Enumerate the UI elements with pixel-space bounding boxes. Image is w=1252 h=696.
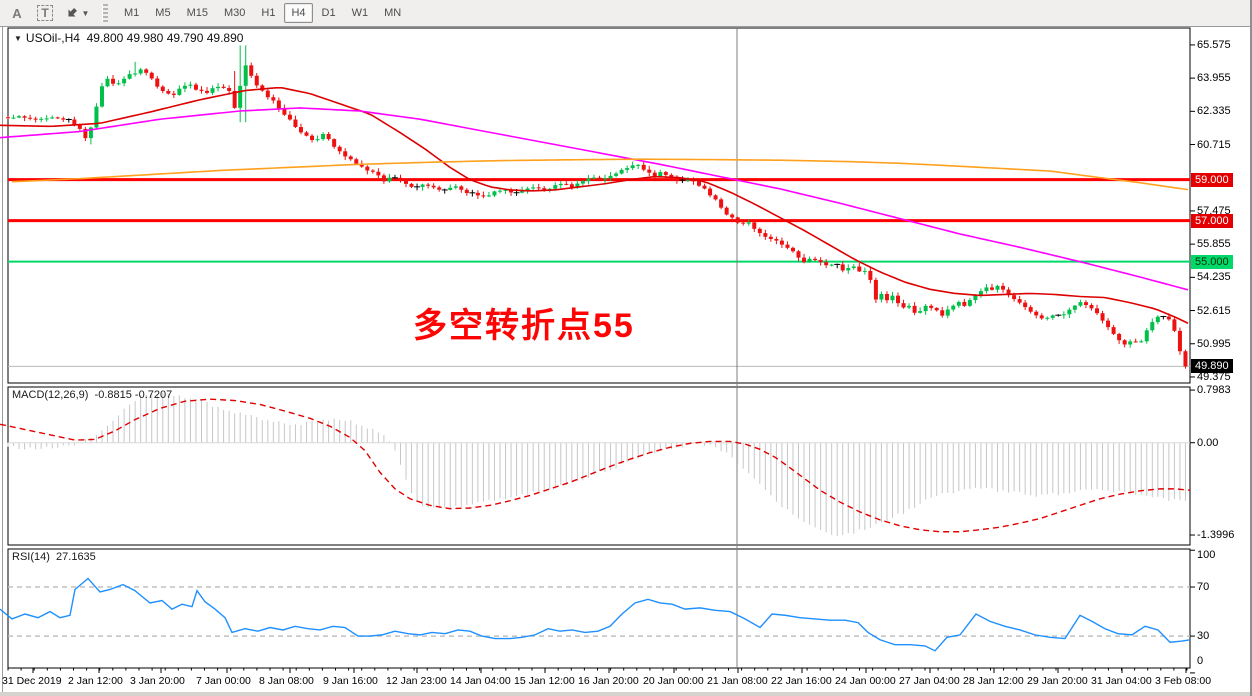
price-axis-tick-label: 65.575 <box>1197 38 1231 51</box>
top-toolbar: A T ▼ M1 M5 M15 M30 H1 H4 D1 W1 MN <box>0 0 1252 27</box>
price-axis-tick-label: 52.615 <box>1197 304 1231 317</box>
chart-annotation-text[interactable]: 多空转折点55 <box>413 307 635 345</box>
time-axis-label: 22 Jan 16:00 <box>771 675 832 687</box>
price-axis-tick-label: 49.375 <box>1197 370 1231 383</box>
quote-low: 49.790 <box>166 31 204 45</box>
timeframe-toolbar: M1 M5 M15 M30 H1 H4 D1 W1 MN <box>116 3 409 23</box>
toolbar-grip[interactable] <box>102 4 108 22</box>
timeframe-button-D1[interactable]: D1 <box>321 7 336 19</box>
rsi-line <box>0 577 1191 652</box>
price-axis-tick-label: 60.715 <box>1197 138 1231 151</box>
collapse-triangle-icon[interactable]: ▼ <box>14 34 22 43</box>
ma-line-slow-orange <box>11 158 1189 191</box>
price-axis-badge-59.000: 59.000 <box>1191 172 1233 187</box>
arrows-tool-icon <box>67 8 77 17</box>
time-axis-label: 8 Jan 08:00 <box>259 675 314 687</box>
time-axis-label: 3 Feb 08:00 <box>1155 675 1212 687</box>
time-axis-label: 16 Jan 20:00 <box>578 675 639 687</box>
arrows-tool-button[interactable]: ▼ <box>62 3 92 23</box>
price-axis-tick-label: 62.335 <box>1197 105 1231 118</box>
macd-histogram <box>7 392 1186 536</box>
time-axis-label: 12 Jan 23:00 <box>386 675 447 687</box>
price-axis-tick-label: 50.995 <box>1197 337 1231 350</box>
timeframe-button-M5[interactable]: M5 <box>155 7 171 19</box>
time-axis-label: 29 Jan 20:00 <box>1027 675 1088 687</box>
ma-line-fast-red <box>0 86 1189 324</box>
time-axis-label: 20 Jan 00:00 <box>643 675 704 687</box>
rsi-pane-border <box>7 548 1191 669</box>
rsi-value: 27.1635 <box>56 551 96 563</box>
time-axis-label: 3 Jan 20:00 <box>130 675 185 687</box>
price-axis-tick-label: 63.955 <box>1197 72 1231 85</box>
time-axis-label: 14 Jan 04:00 <box>450 675 511 687</box>
symbol-name: USOil-,H4 <box>25 31 80 45</box>
ma-line-mid-magenta <box>0 107 1189 291</box>
quote-open: 49.800 <box>86 31 124 45</box>
price-axis-badge-57.000: 57.000 <box>1191 213 1233 228</box>
timeframe-button-H1[interactable]: H1 <box>261 7 276 19</box>
main-pane-border <box>7 27 1191 384</box>
time-axis-label: 7 Jan 00:00 <box>196 675 251 687</box>
macd-signal-line <box>0 398 1191 533</box>
timeframe-button-W1[interactable]: W1 <box>351 7 369 19</box>
time-axis-label: 28 Jan 12:00 <box>963 675 1024 687</box>
window-bottom-edge <box>0 692 1252 696</box>
macd-axis-tick-label: 0.7983 <box>1197 384 1231 397</box>
rsi-name: RSI(14) <box>12 551 50 563</box>
time-axis-label: 21 Jan 08:00 <box>707 675 768 687</box>
price-axis-badge-55.000: 55.000 <box>1191 254 1233 269</box>
macd-axis-tick-label: 0.00 <box>1197 436 1219 449</box>
price-axis-tick-label: 54.235 <box>1197 271 1231 284</box>
time-axis-label: 9 Jan 16:00 <box>323 675 378 687</box>
time-axis-label: 27 Jan 04:00 <box>899 675 960 687</box>
price-axis-tick-label: 55.855 <box>1197 238 1231 251</box>
macd-indicator-label: MACD(12,26,9) -0.8815 -0.7207 <box>12 389 172 401</box>
timeframe-button-M30[interactable]: M30 <box>223 7 246 19</box>
font-tool-button[interactable]: A <box>12 5 22 21</box>
rsi-axis-tick-label: 30 <box>1197 630 1210 643</box>
symbol-quote-line[interactable]: ▼ USOil-,H4 49.800 49.980 49.790 49.890 <box>14 31 243 45</box>
price-axis-badge-49.890: 49.890 <box>1191 359 1233 374</box>
macd-values: -0.8815 -0.7207 <box>94 389 173 401</box>
time-axis-label: 2 Jan 12:00 <box>68 675 123 687</box>
rsi-axis-tick-label: 0 <box>1197 655 1204 667</box>
time-axis-label: 31 Jan 04:00 <box>1091 675 1152 687</box>
rsi-axis-tick-label: 70 <box>1197 581 1210 594</box>
candlestick-series <box>6 45 1188 369</box>
quote-high: 49.980 <box>126 31 164 45</box>
text-label-tool-button[interactable]: T <box>34 3 56 23</box>
rsi-indicator-label: RSI(14) 27.1635 <box>12 551 96 563</box>
quote-close: 49.890 <box>206 31 244 45</box>
macd-axis-tick-label: -1.3996 <box>1197 529 1235 542</box>
time-axis-label: 31 Dec 2019 <box>2 675 62 687</box>
dropdown-caret-icon: ▼ <box>81 8 90 18</box>
timeframe-button-MN[interactable]: MN <box>384 7 402 19</box>
window-right-edge <box>1250 0 1252 696</box>
timeframe-button-M15[interactable]: M15 <box>186 7 208 19</box>
time-axis-label: 15 Jan 12:00 <box>514 675 575 687</box>
timeframe-button-H4[interactable]: H4 <box>284 3 313 23</box>
rsi-axis-tick-label: 100 <box>1197 549 1216 561</box>
timeframe-button-M1[interactable]: M1 <box>124 7 140 19</box>
axis-ticks <box>7 44 1195 674</box>
macd-name: MACD(12,26,9) <box>12 389 89 401</box>
text-tool-icon: T <box>37 5 53 21</box>
time-axis-label: 24 Jan 00:00 <box>835 675 896 687</box>
